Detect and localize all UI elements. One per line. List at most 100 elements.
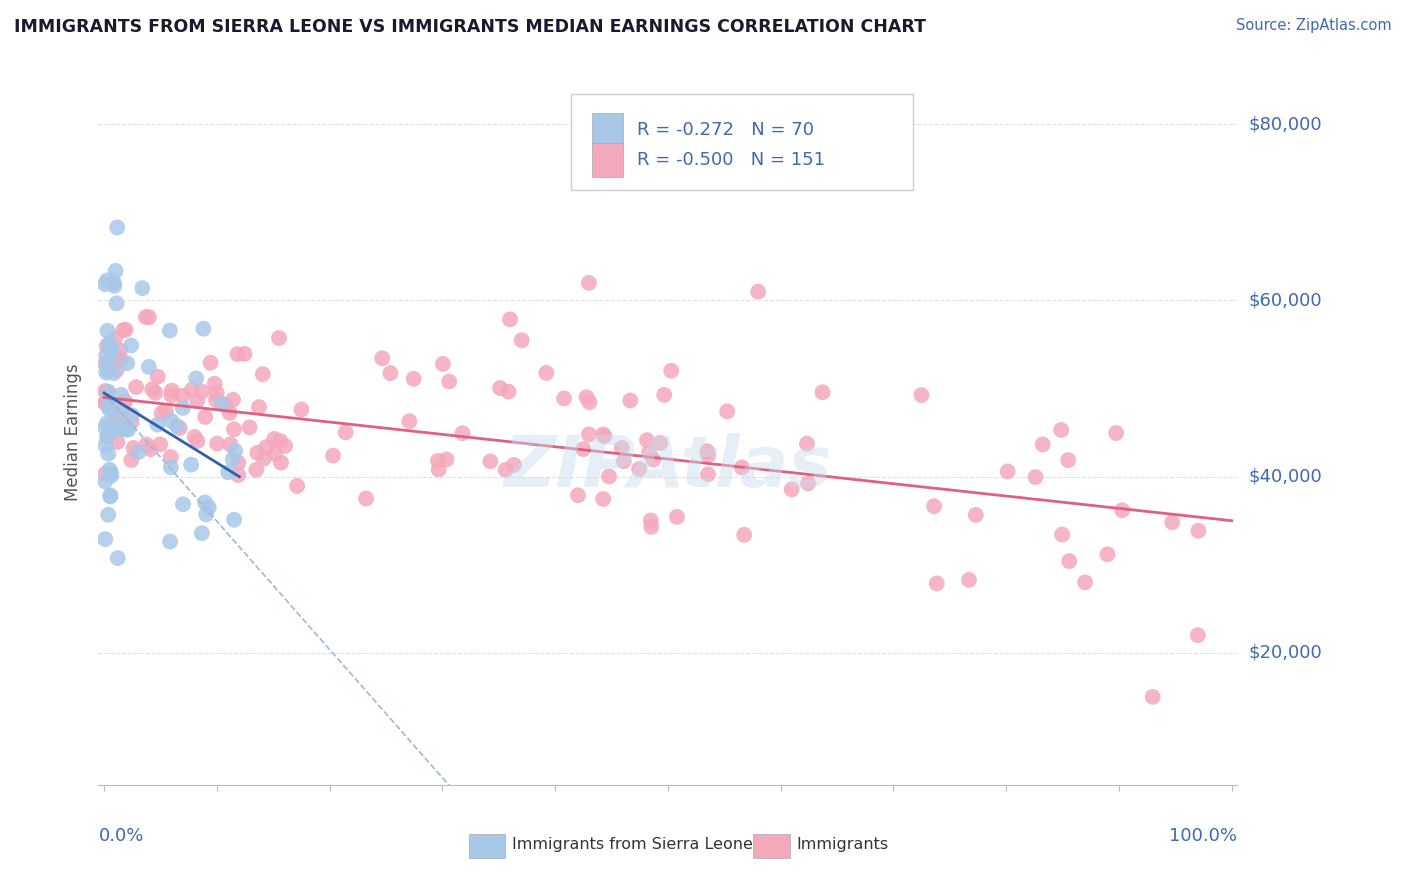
Point [98, 463, 121, 477]
Point [665, 509, 688, 524]
Point [159, 450, 181, 464]
Point [274, 439, 297, 453]
Bar [592, 143, 623, 177]
Point [94, 396, 117, 410]
Point [94, 277, 117, 292]
Point [141, 382, 163, 396]
Point [138, 310, 160, 325]
Point [120, 453, 142, 467]
Point [209, 396, 232, 410]
Point [184, 430, 207, 444]
Point [371, 351, 394, 366]
Point [270, 456, 292, 470]
Point [160, 384, 183, 398]
Point [697, 467, 720, 482]
Point [643, 452, 665, 467]
Point [94, 467, 117, 481]
Point [263, 432, 285, 446]
Y-axis label: Median Earnings: Median Earnings [65, 364, 83, 501]
Point [733, 528, 755, 542]
Text: $20,000: $20,000 [1249, 644, 1322, 662]
Point [1057, 453, 1080, 467]
Point [922, 500, 945, 514]
Point [104, 331, 127, 345]
Point [146, 417, 169, 432]
Point [100, 423, 122, 437]
Point [436, 452, 458, 467]
Point [96, 385, 118, 400]
Point [636, 433, 658, 447]
Point [659, 364, 682, 378]
Bar [754, 834, 790, 857]
Point [619, 393, 641, 408]
Point [479, 454, 502, 468]
Point [1187, 524, 1209, 538]
Point [1187, 628, 1209, 642]
Point [112, 323, 135, 337]
Point [205, 436, 228, 450]
Point [117, 423, 139, 437]
Point [222, 392, 245, 407]
Point [1161, 516, 1184, 530]
Point [105, 220, 128, 235]
Point [98, 490, 121, 504]
Point [578, 395, 600, 409]
Point [96, 366, 118, 380]
Point [495, 463, 517, 477]
Point [322, 449, 344, 463]
Point [536, 366, 558, 380]
Point [96, 324, 118, 338]
Point [1074, 575, 1097, 590]
Text: Immigrants: Immigrants [797, 838, 889, 853]
Text: Source: ZipAtlas.com: Source: ZipAtlas.com [1236, 18, 1392, 33]
Point [640, 514, 662, 528]
Point [965, 508, 987, 522]
Point [155, 404, 177, 418]
Point [191, 384, 214, 399]
Point [811, 385, 834, 400]
Point [697, 448, 720, 462]
Point [94, 356, 117, 370]
Point [105, 351, 128, 366]
Point [228, 456, 250, 470]
Point [638, 446, 661, 460]
Point [166, 419, 188, 434]
Point [222, 422, 245, 436]
Point [780, 483, 803, 497]
Point [252, 367, 274, 381]
Text: 100.0%: 100.0% [1170, 827, 1237, 845]
Point [205, 393, 228, 408]
Point [94, 384, 117, 398]
Text: ZIPAtlas: ZIPAtlas [503, 434, 832, 502]
Point [432, 357, 454, 371]
Point [245, 463, 267, 477]
Point [94, 420, 117, 434]
Point [108, 343, 131, 358]
Point [110, 353, 132, 368]
Point [180, 383, 202, 397]
Point [575, 390, 598, 404]
Bar [592, 113, 623, 147]
Point [228, 468, 250, 483]
Text: $60,000: $60,000 [1249, 292, 1322, 310]
Point [97, 384, 120, 399]
Point [218, 406, 240, 420]
Point [114, 323, 136, 337]
Point [94, 396, 117, 410]
Point [120, 338, 142, 352]
Point [186, 393, 208, 408]
Point [1111, 503, 1133, 517]
Point [159, 324, 181, 338]
Point [149, 437, 172, 451]
Point [219, 437, 242, 451]
Point [107, 423, 129, 437]
Point [204, 376, 226, 391]
Point [194, 409, 217, 424]
Point [498, 384, 520, 399]
Point [114, 422, 136, 436]
Point [197, 500, 219, 515]
Point [1105, 426, 1128, 441]
Point [200, 356, 222, 370]
Point [215, 399, 238, 413]
Point [100, 468, 122, 483]
